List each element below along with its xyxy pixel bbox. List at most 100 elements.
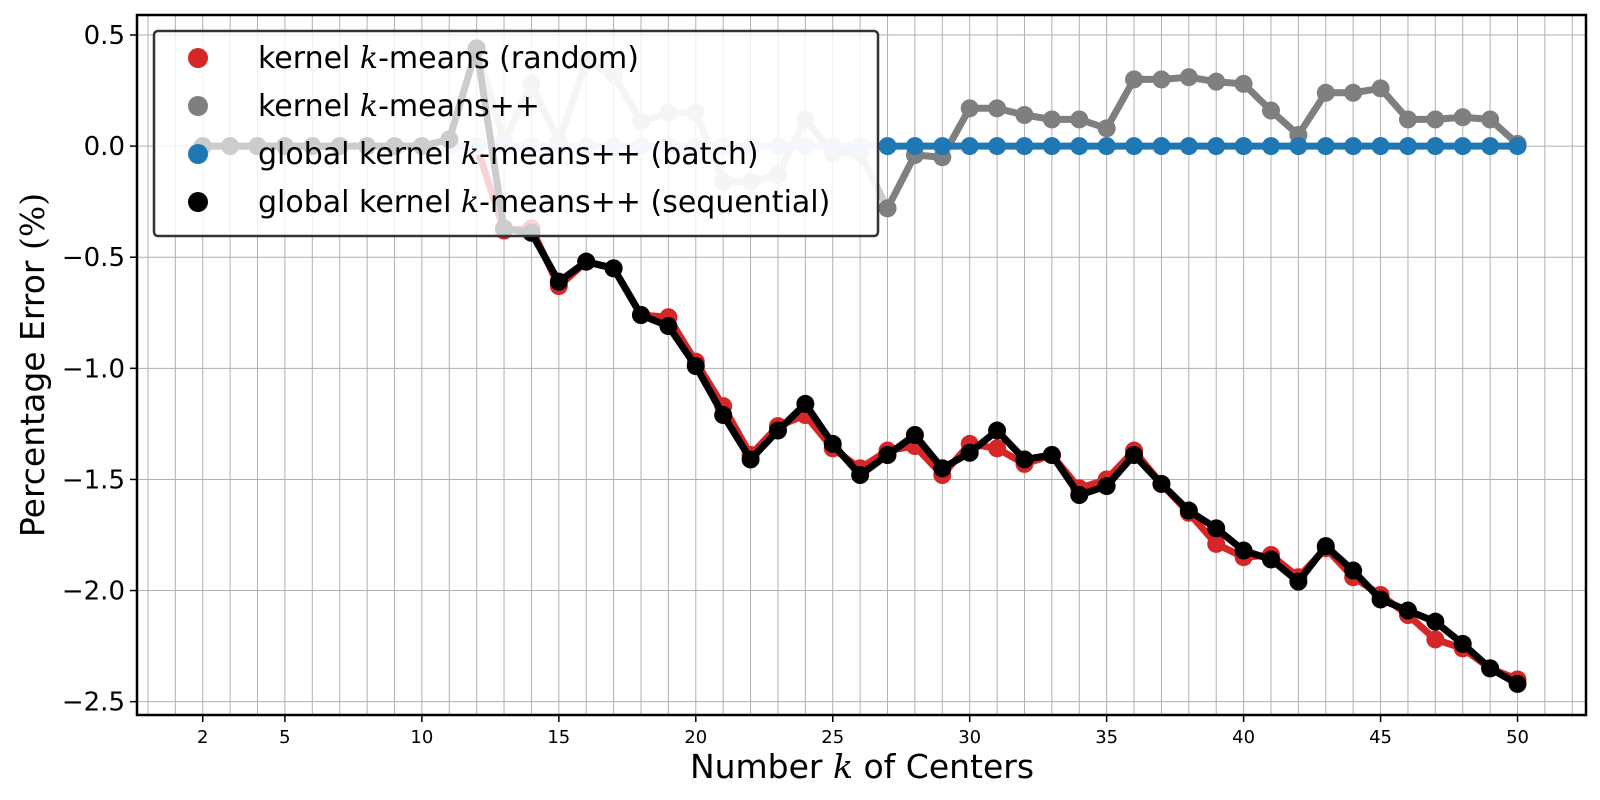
legend-item: kernel k-means (random) (188, 41, 639, 76)
series-point (1316, 537, 1335, 556)
series-point (549, 272, 568, 291)
x-tick-label: 2 (197, 727, 208, 748)
x-tick-label: 40 (1232, 727, 1255, 748)
legend-marker (188, 48, 208, 68)
legend-marker (188, 96, 208, 116)
series-point (1426, 630, 1445, 649)
series-point (1453, 137, 1472, 156)
series-point (1398, 601, 1417, 620)
x-tick-label: 35 (1095, 727, 1118, 748)
series-point (1426, 612, 1445, 631)
x-tick-label: 25 (821, 727, 844, 748)
series-point (1371, 79, 1390, 98)
series-point (1234, 541, 1253, 560)
x-tick-label: 45 (1369, 727, 1392, 748)
series-point (1125, 446, 1144, 464)
legend-box (152, 29, 880, 238)
series-point (1262, 550, 1280, 569)
x-tick-label: 50 (1506, 727, 1529, 748)
series-point (1398, 137, 1417, 156)
series-point (1262, 101, 1280, 120)
series-point (1453, 634, 1472, 653)
series-point (905, 426, 924, 444)
y-tick-label: −1.0 (62, 354, 125, 384)
legend-label: kernel k-means++ (258, 89, 540, 124)
series-point (1234, 137, 1253, 156)
series-point (905, 137, 924, 156)
legend-item: global kernel k-means++ (sequential) (188, 185, 830, 220)
series-point (1070, 137, 1089, 156)
y-ticks: 0.5 0.0 −0.5 −1.0 −1.5 −2.0 −2.5 (62, 21, 137, 718)
series-point (988, 421, 1007, 440)
y-axis-label-unit: (%) (13, 193, 52, 250)
series-point (1015, 137, 1034, 156)
series-point (1097, 137, 1116, 156)
series-point (1015, 450, 1034, 469)
series-point (1179, 501, 1198, 520)
legend: kernel k-means (random) kernel k-means++ g… (152, 29, 880, 238)
series-point (768, 421, 787, 440)
series-point (1371, 137, 1390, 156)
series-point (1508, 674, 1527, 693)
legend-item: global kernel k-means++ (batch) (188, 137, 759, 172)
series-point (1344, 137, 1363, 156)
series-point (960, 99, 979, 118)
series-point (1481, 659, 1500, 678)
series-point (1262, 137, 1280, 156)
series-point (1289, 137, 1308, 156)
series-point (686, 357, 705, 376)
series-point (823, 434, 842, 453)
series-point (1234, 74, 1253, 93)
series-point (851, 466, 870, 484)
series-point (1453, 108, 1472, 127)
x-tick-label: 20 (684, 727, 707, 748)
y-axis-label: Percentage Error (%) (13, 193, 52, 537)
series-point (604, 259, 623, 278)
series-point (1207, 137, 1226, 156)
plot-frame (135, 13, 1588, 717)
x-axis-label: Number k of Centers (690, 747, 1034, 786)
series-point (1289, 572, 1308, 591)
x-tick-label: 10 (410, 727, 433, 748)
x-axis-label-prefix: Number (690, 747, 833, 786)
series-point (988, 137, 1007, 156)
series-point (988, 439, 1007, 458)
series-point (878, 137, 897, 156)
legend-marker (188, 144, 208, 164)
y-tick-label: 0.5 (84, 21, 125, 51)
series-point (1152, 70, 1171, 89)
series-point (1152, 474, 1171, 493)
legend-label: kernel k-means (random) (258, 41, 639, 76)
series-point (1344, 561, 1363, 580)
y-tick-label: −2.0 (62, 577, 125, 607)
series-point (1481, 110, 1500, 129)
series-point (933, 137, 952, 156)
series-point (1015, 106, 1034, 124)
series-point (1070, 110, 1089, 129)
series-point (1344, 83, 1363, 102)
series-point (1097, 477, 1116, 496)
series-point (960, 443, 979, 462)
x-axis-label-k: k (833, 747, 853, 786)
series-point (1426, 137, 1445, 156)
series-point (1042, 110, 1061, 129)
legend-label: global kernel k-means++ (batch) (258, 137, 759, 172)
series-point (878, 199, 897, 218)
series-point (1207, 72, 1226, 91)
series-point (1152, 137, 1171, 156)
x-ticks: 2 5 10 15 20 25 30 35 40 45 50 (197, 715, 1529, 748)
x-tick-label: 5 (279, 727, 290, 748)
y-tick-label: −1.5 (62, 465, 125, 495)
y-tick-label: −2.5 (62, 688, 125, 718)
series-point (1070, 486, 1089, 504)
series-point (1042, 137, 1061, 156)
series-point (632, 306, 650, 324)
series-point (796, 394, 815, 413)
series-point (1179, 137, 1198, 156)
series-point (741, 450, 760, 469)
series-point (1179, 68, 1198, 87)
series-point (714, 406, 733, 424)
series-point (1042, 446, 1061, 464)
y-axis-label-main: Percentage Error (13, 250, 52, 537)
